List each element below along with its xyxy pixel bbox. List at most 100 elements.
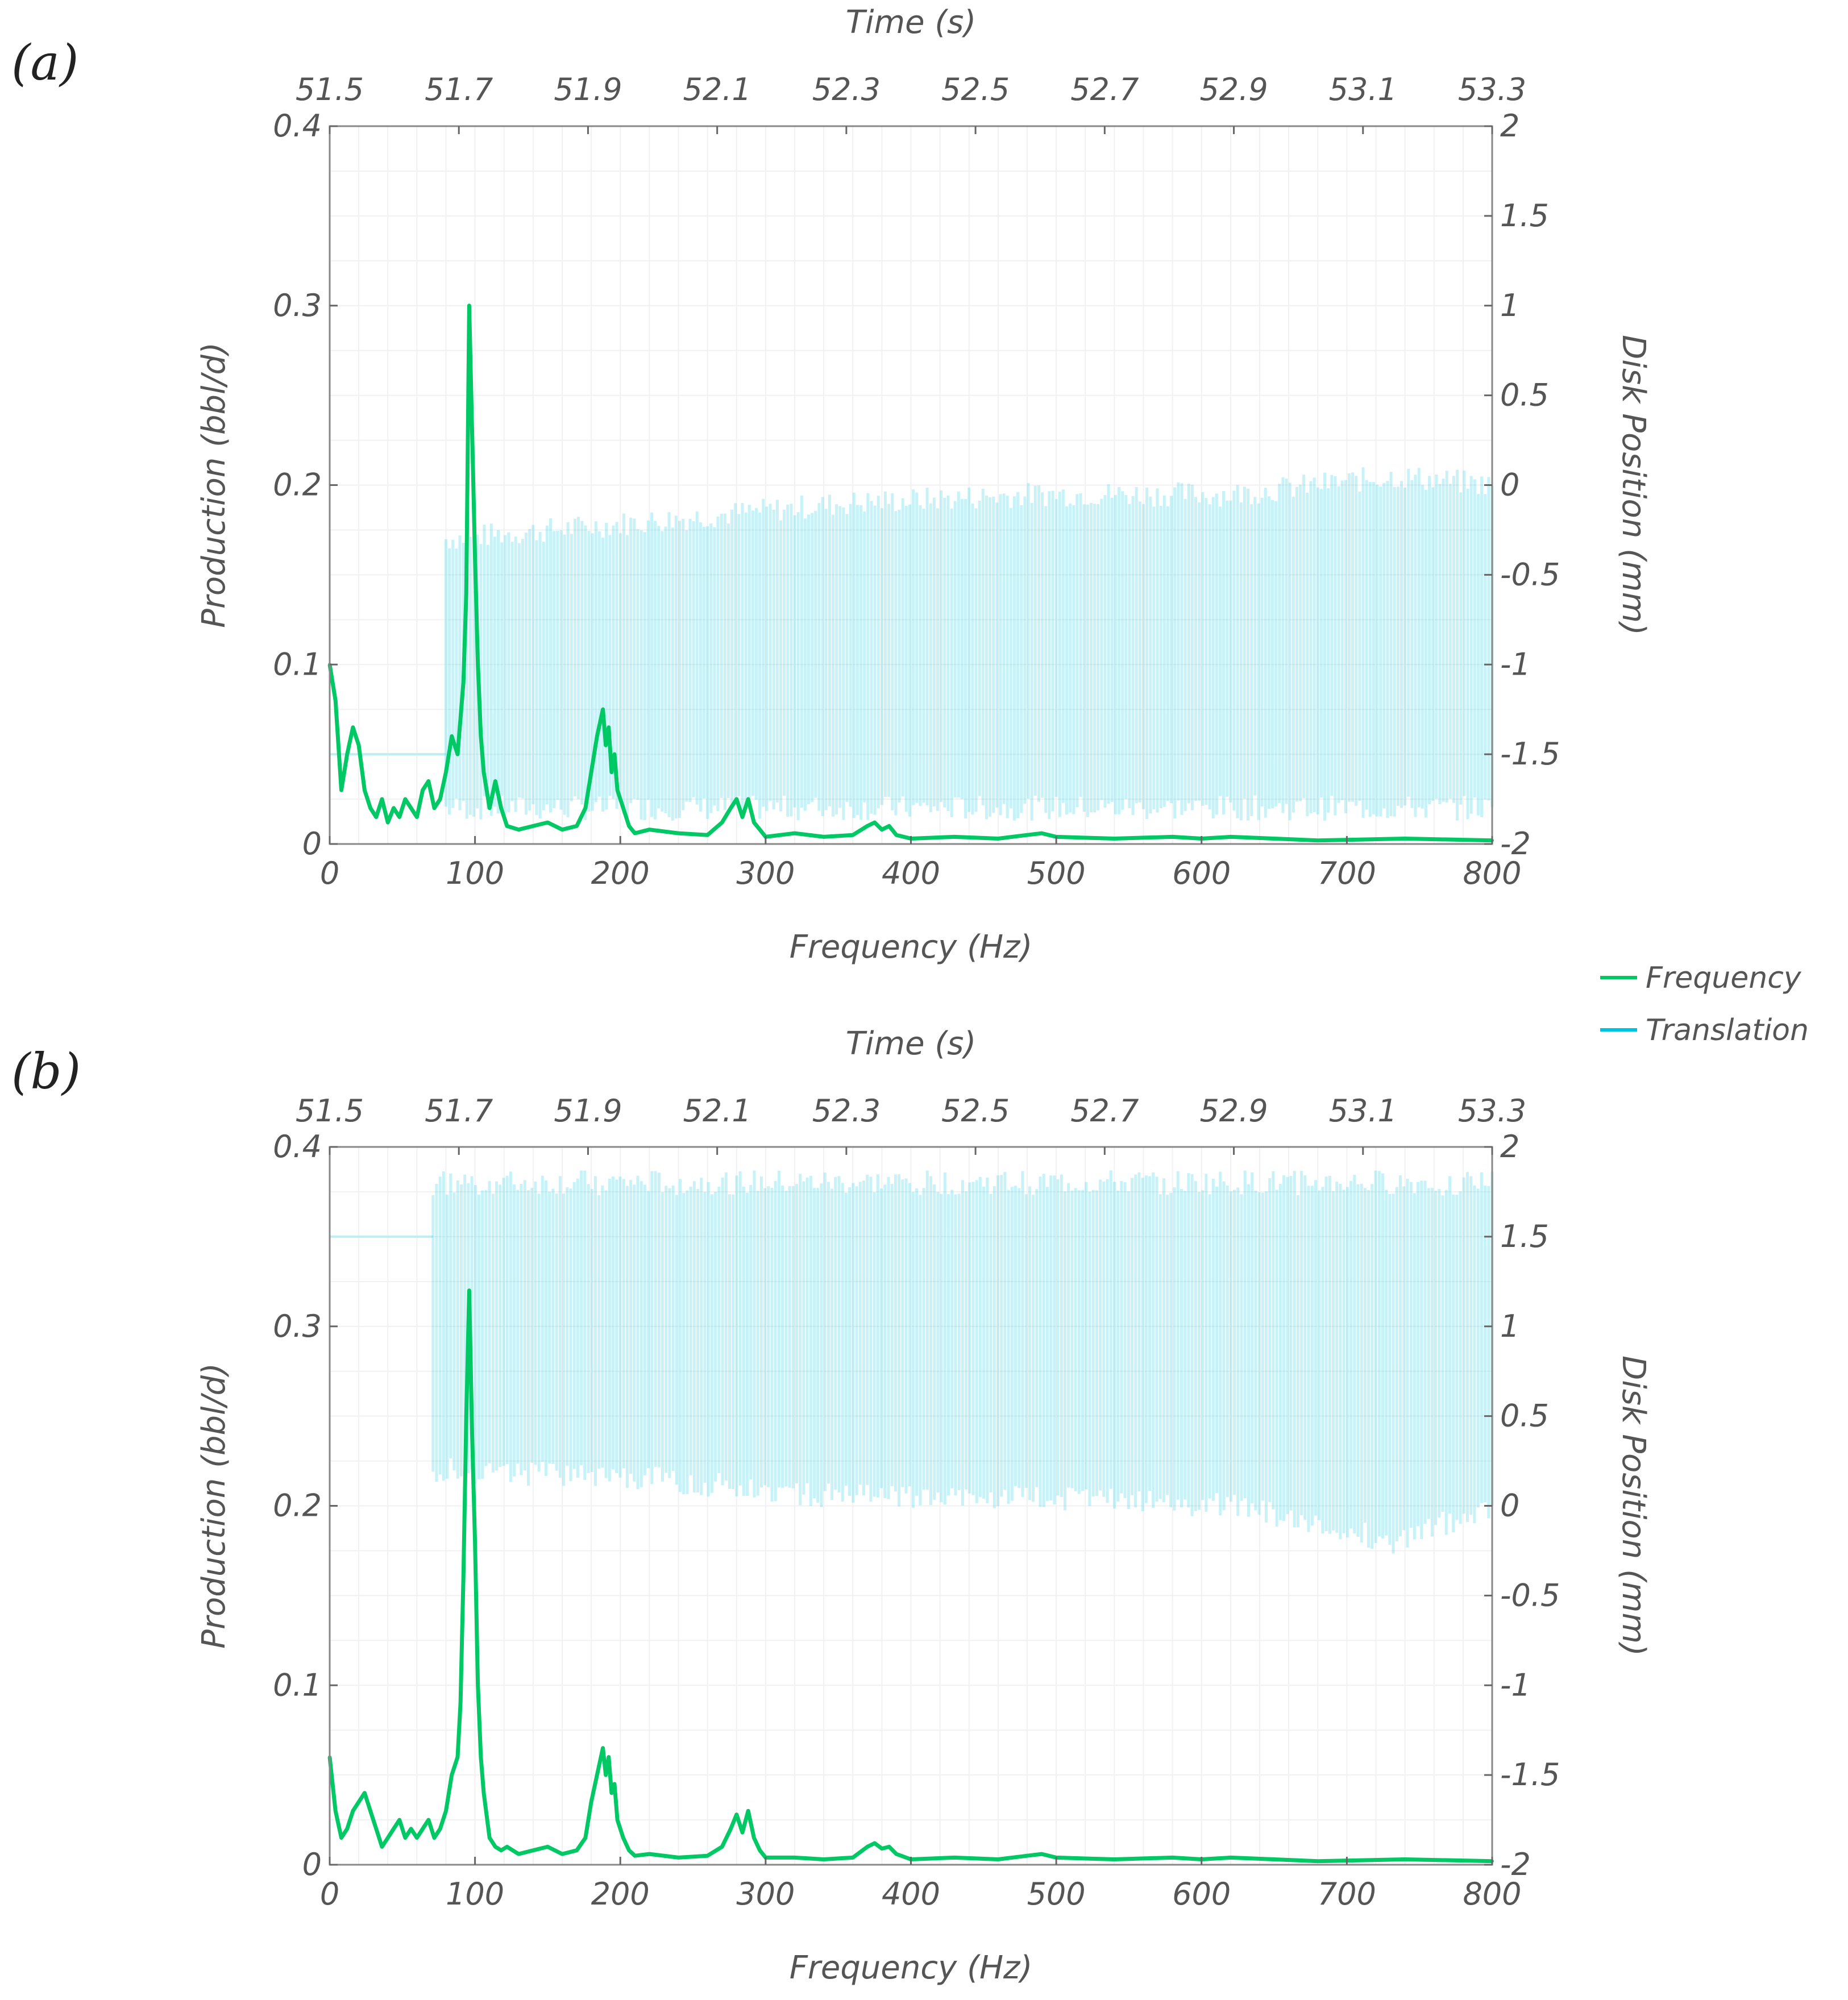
frequency-data-point	[1316, 1859, 1320, 1863]
y2-tick-label: -1	[1500, 646, 1531, 682]
y2-tick-label: 0	[1500, 467, 1519, 503]
frequency-data-point	[887, 1845, 891, 1849]
frequency-data-point	[595, 734, 599, 738]
frequency-data-point	[676, 831, 680, 835]
frequency-data-point	[851, 833, 855, 837]
y2-tick-label: -1.5	[1500, 1757, 1560, 1793]
frequency-data-point	[1170, 1856, 1174, 1860]
frequency-data-point	[380, 1845, 384, 1849]
frequency-data-point	[403, 1836, 407, 1840]
frequency-data-point	[334, 698, 338, 702]
frequency-data-point	[499, 806, 503, 810]
x-tick-label: 100	[446, 855, 504, 891]
frequency-data-point	[476, 1683, 480, 1687]
frequency-data-point	[873, 1841, 877, 1845]
y2-tick-label: -0.5	[1500, 556, 1560, 592]
frequency-data-point	[546, 1845, 550, 1849]
top-tick-label: 52.9	[1199, 72, 1268, 107]
y2-tick-label: 1	[1500, 288, 1519, 323]
y2-axis-title: Disk Position (mm)	[1615, 1355, 1652, 1656]
frequency-data-point	[531, 824, 535, 828]
top-tick-label: 53.3	[1458, 72, 1526, 107]
frequency-data-point	[546, 821, 550, 825]
frequency-data-point	[1025, 833, 1029, 837]
frequency-data-point	[470, 1432, 474, 1436]
frequency-data-point	[357, 1800, 361, 1804]
frequency-data-point	[363, 1791, 367, 1795]
frequency-data-point	[560, 1852, 564, 1856]
frequency-data-point	[613, 1782, 617, 1786]
frequency-data-point	[415, 1836, 419, 1840]
y2-tick-label: 1.5	[1500, 1219, 1549, 1254]
frequency-data-point	[380, 797, 384, 801]
x-tick-label: 200	[591, 855, 650, 891]
y-tick-label: 0.3	[273, 1308, 322, 1344]
y2-tick-label: 2	[1500, 1129, 1519, 1165]
top-tick-label: 51.9	[554, 1093, 622, 1129]
frequency-data-point	[397, 1818, 401, 1822]
frequency-data-point	[339, 788, 343, 792]
frequency-data-point	[627, 824, 631, 828]
frequency-data-point	[720, 821, 724, 825]
frequency-data-point	[604, 743, 608, 747]
frequency-data-point	[616, 1818, 620, 1822]
frequency-data-point	[397, 815, 401, 819]
frequency-data-point	[479, 1755, 483, 1759]
frequency-data-point	[433, 1836, 437, 1840]
frequency-data-point	[793, 1856, 796, 1860]
x-tick-label: 600	[1172, 855, 1231, 891]
y-tick-label: 0.1	[273, 646, 322, 682]
top-tick-label: 52.7	[1070, 72, 1139, 107]
frequency-data-point	[499, 1848, 503, 1852]
panel-label: (b)	[11, 1043, 81, 1100]
y-tick-label: 0	[302, 1847, 322, 1882]
y2-tick-label: 1	[1500, 1308, 1519, 1344]
top-tick-label: 51.7	[425, 1093, 493, 1129]
frequency-data-point	[415, 815, 419, 819]
frequency-data-point	[409, 806, 413, 810]
top-tick-label: 53.3	[1458, 1093, 1526, 1129]
frequency-data-point	[851, 1856, 855, 1860]
frequency-data-point	[953, 835, 957, 839]
frequency-data-point	[505, 824, 509, 828]
x-tick-label: 300	[736, 1876, 795, 1912]
frequency-data-point	[560, 828, 564, 831]
legend: Frequency Translation	[1600, 961, 1809, 1047]
frequency-data-point	[822, 835, 826, 839]
y-tick-label: 0.1	[273, 1667, 322, 1703]
frequency-data-point	[1316, 838, 1320, 842]
frequency-data-point	[595, 1773, 599, 1777]
top-tick-label: 52.3	[812, 72, 881, 107]
top-tick-label: 53.1	[1329, 72, 1397, 107]
frequency-data-point	[647, 828, 651, 831]
frequency-data-point	[368, 1809, 372, 1813]
y2-tick-label: 0.5	[1500, 1398, 1549, 1434]
frequency-data-point	[473, 1540, 477, 1544]
y2-tick-label: 0	[1500, 1488, 1519, 1524]
frequency-data-point	[607, 725, 611, 729]
x-tick-label: 400	[882, 1876, 940, 1912]
x-axis-title: Frequency (Hz)	[790, 1949, 1033, 1986]
y2-tick-label: 0.5	[1500, 377, 1549, 413]
frequency-data-point	[467, 1288, 471, 1292]
frequency-data-point	[589, 1800, 593, 1804]
y2-tick-label: -2	[1500, 1847, 1531, 1882]
y-axis-title: Production (bbl/d)	[196, 342, 232, 628]
x-tick-label: 700	[1318, 1876, 1376, 1912]
frequency-data-point	[334, 1809, 338, 1813]
frequency-data-point	[363, 788, 367, 792]
frequency-data-point	[752, 821, 756, 825]
frequency-data-point	[793, 831, 796, 835]
frequency-data-point	[409, 1827, 413, 1831]
frequency-data-point	[1228, 835, 1232, 839]
x-tick-label: 0	[320, 1876, 339, 1912]
frequency-data-point	[647, 1852, 651, 1856]
frequency-data-point	[421, 788, 425, 792]
frequency-data-point	[357, 743, 361, 747]
frequency-data-point	[601, 1746, 605, 1750]
frequency-data-point	[386, 821, 390, 825]
translation-series-line	[431, 1170, 1494, 1554]
frequency-data-point	[481, 770, 485, 774]
frequency-data-point	[464, 591, 468, 594]
